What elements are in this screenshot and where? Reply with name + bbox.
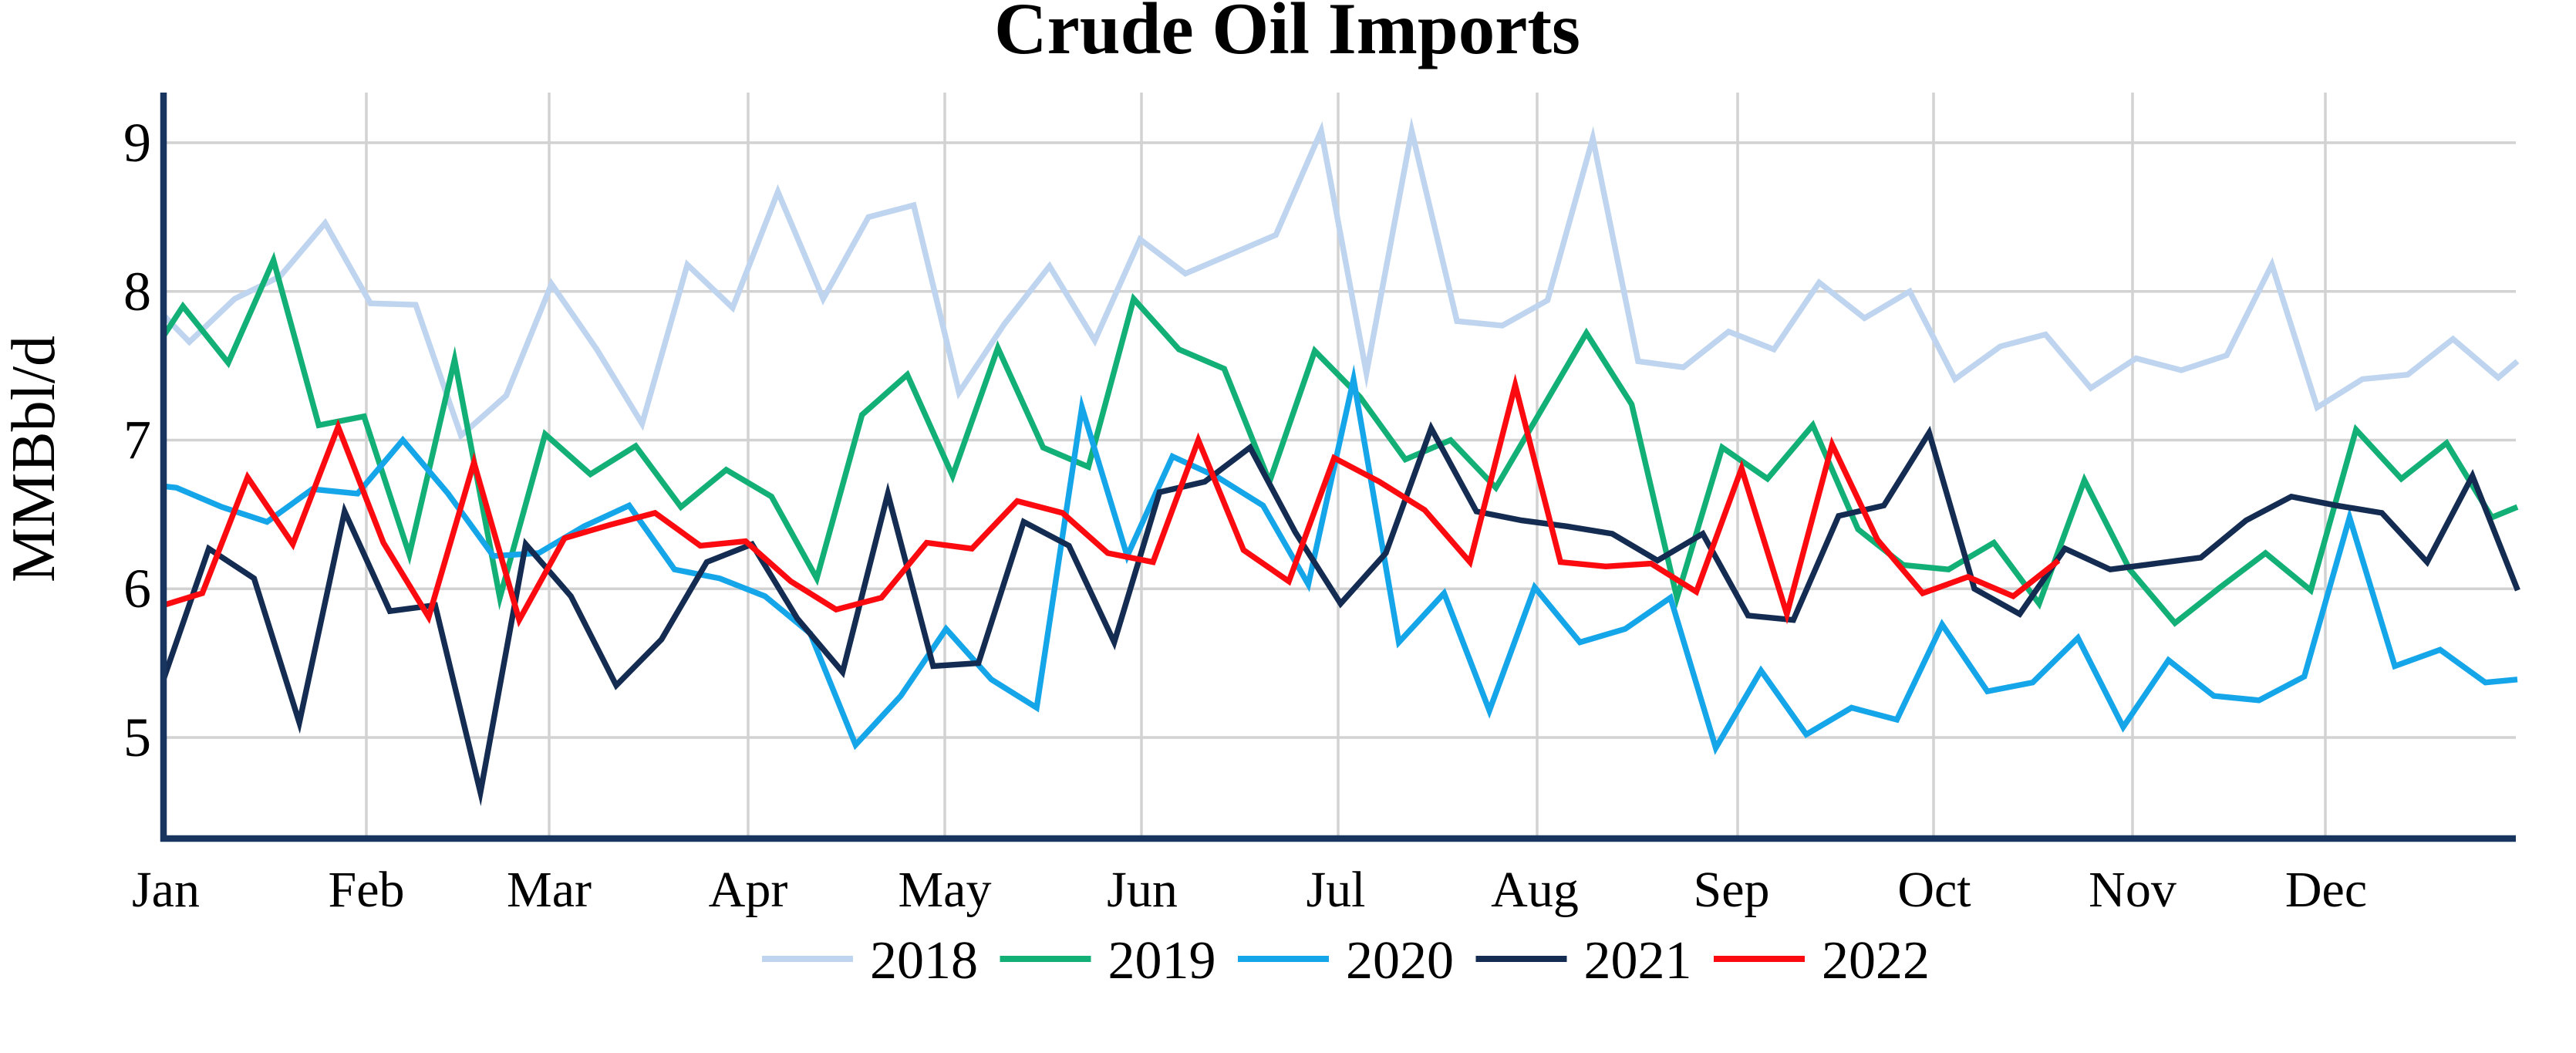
svg-text:9: 9 bbox=[123, 112, 151, 174]
svg-text:2020: 2020 bbox=[1346, 931, 1454, 991]
svg-text:Feb: Feb bbox=[329, 862, 405, 918]
svg-text:Aug: Aug bbox=[1491, 862, 1579, 918]
svg-text:7: 7 bbox=[123, 410, 151, 471]
svg-text:MMBbl/d: MMBbl/d bbox=[0, 336, 68, 582]
svg-text:Crude Oil Imports: Crude Oil Imports bbox=[994, 0, 1580, 69]
svg-text:Sep: Sep bbox=[1694, 862, 1770, 918]
svg-text:Nov: Nov bbox=[2089, 862, 2176, 918]
svg-text:2018: 2018 bbox=[870, 931, 978, 991]
svg-text:Apr: Apr bbox=[709, 862, 788, 918]
svg-text:Dec: Dec bbox=[2285, 862, 2367, 918]
svg-text:Jun: Jun bbox=[1107, 862, 1178, 918]
svg-text:2021: 2021 bbox=[1584, 931, 1692, 991]
svg-text:8: 8 bbox=[123, 261, 151, 322]
svg-text:Mar: Mar bbox=[507, 862, 592, 918]
svg-text:May: May bbox=[899, 862, 992, 918]
svg-text:Jul: Jul bbox=[1306, 862, 1365, 918]
svg-text:Jan: Jan bbox=[132, 862, 200, 918]
svg-text:Oct: Oct bbox=[1897, 862, 1971, 918]
svg-text:6: 6 bbox=[123, 558, 151, 619]
svg-text:2022: 2022 bbox=[1822, 931, 1930, 991]
svg-text:5: 5 bbox=[123, 707, 151, 768]
svg-text:2019: 2019 bbox=[1108, 931, 1216, 991]
